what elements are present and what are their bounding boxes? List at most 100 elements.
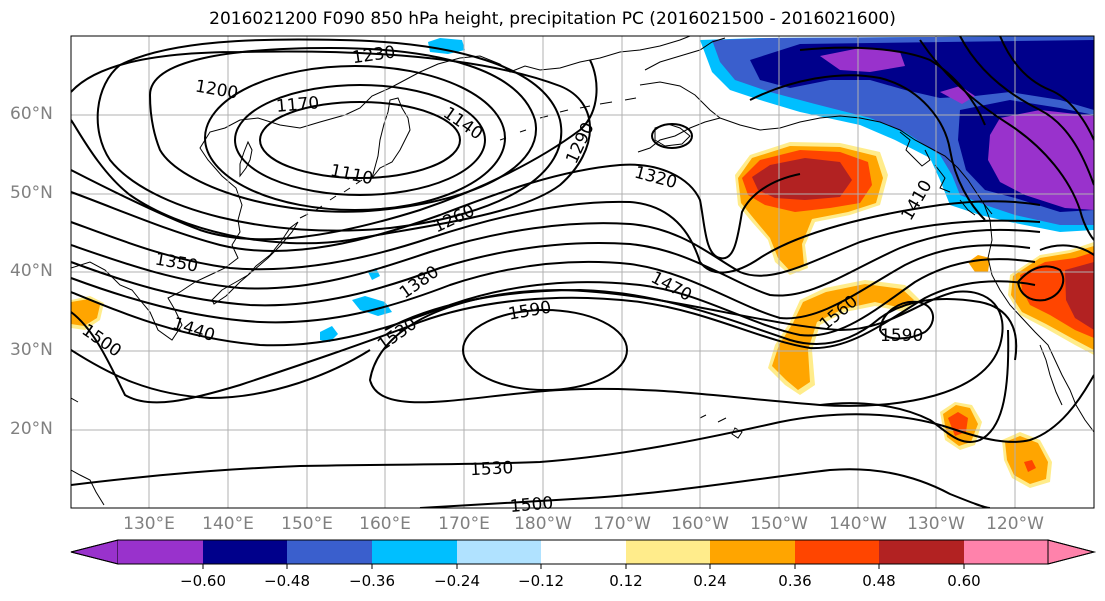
contour-1410 xyxy=(71,228,1041,307)
colorbar-outline xyxy=(70,539,1096,565)
colorbar-segment xyxy=(203,540,287,564)
colorbar-tick-label: −0.24 xyxy=(434,572,480,590)
contour-label: 1200 xyxy=(194,77,240,104)
contour-1380 xyxy=(71,219,1041,290)
contour-1530-b xyxy=(384,288,1018,361)
contour-label: 1320 xyxy=(632,163,679,194)
lat-label-50n: 50°N xyxy=(10,183,53,203)
precip-area-cyan-2 xyxy=(428,38,465,54)
precip-area-orange-2 xyxy=(772,284,914,390)
contour-label: 1410 xyxy=(898,177,937,224)
colorbar-tick-label: 0.36 xyxy=(778,572,812,590)
contour-1350 xyxy=(71,200,1041,274)
lon-label: 180°W xyxy=(514,514,572,534)
contour-1320 xyxy=(71,163,801,260)
contour-label: 1170 xyxy=(275,93,320,117)
plot-frame xyxy=(70,35,1095,509)
colorbar-tick-label: 0.24 xyxy=(693,572,727,590)
lon-label: 130°E xyxy=(123,514,175,534)
coastline-alaska xyxy=(637,37,993,215)
colorbar-segment-extend-low xyxy=(70,539,119,565)
lon-label: 120°W xyxy=(986,514,1044,534)
contour-1590-b xyxy=(878,300,934,340)
precip-area-purple-small xyxy=(940,86,975,104)
grid-lines xyxy=(71,36,1094,508)
lat-label-30n: 30°N xyxy=(10,340,53,360)
colorbar-tick-label: −0.12 xyxy=(518,572,564,590)
coastline-baja xyxy=(1039,344,1063,406)
contour-label: 1290 xyxy=(562,119,598,167)
contour-ne-3 xyxy=(749,74,986,221)
contour-label: 1230 xyxy=(351,42,397,68)
contour-1140 xyxy=(234,84,486,196)
colorbar-tick-label: −0.60 xyxy=(180,572,226,590)
colorbar-tick-label: 0.60 xyxy=(947,572,981,590)
contour-1590 xyxy=(462,309,628,391)
contour-uswest xyxy=(1016,265,1065,302)
colorbar-segment xyxy=(372,540,457,564)
contour-1530 xyxy=(71,349,371,400)
contour-label: 1440 xyxy=(170,314,217,346)
contour-1200 xyxy=(148,46,538,213)
lon-label: 160°E xyxy=(359,514,411,534)
contour-1170 xyxy=(204,65,506,211)
lat-label-40n: 40°N xyxy=(10,261,53,281)
contour-1470 xyxy=(71,258,1036,347)
lon-label: 130°W xyxy=(907,514,965,534)
height-contours xyxy=(71,36,1094,508)
precip-area-red-4 xyxy=(1024,460,1036,472)
precip-area-cyan-3 xyxy=(352,296,392,316)
lon-label: 160°W xyxy=(671,514,729,534)
contour-1560-b xyxy=(819,329,1010,443)
colorbar-tick-label: 0.12 xyxy=(609,572,643,590)
colorbar-segment xyxy=(541,540,626,564)
colorbar-segment xyxy=(710,540,795,564)
contour-1560 xyxy=(368,288,1004,407)
contour-label: 1590 xyxy=(880,326,923,346)
colorbar xyxy=(70,539,1096,569)
contour-ne-2 xyxy=(919,39,1094,241)
coastline-aleutians xyxy=(499,97,637,141)
colorbar-segment xyxy=(964,540,1048,564)
lon-label: 140°E xyxy=(202,514,254,534)
lon-label: 150°E xyxy=(281,514,333,534)
coastline-china xyxy=(71,397,105,506)
colorbar-segment xyxy=(795,540,879,564)
lon-label: 170°E xyxy=(438,514,490,534)
colorbar-tick-label: −0.48 xyxy=(264,572,310,590)
precip-area-purple-top xyxy=(820,48,905,72)
lat-label-20n: 20°N xyxy=(10,419,53,439)
contour-label: 1530 xyxy=(374,314,421,355)
coastline-sakhalin xyxy=(239,140,253,178)
colorbar-tick-label: 0.48 xyxy=(862,572,896,590)
contour-uswest-2 xyxy=(1039,244,1094,256)
coastline-na-west xyxy=(983,203,1094,433)
contour-label: 1500 xyxy=(78,320,125,361)
contour-label: 1500 xyxy=(509,493,554,517)
contour-1410-b xyxy=(999,36,1094,141)
contour-1290 xyxy=(71,59,598,241)
contour-ne-1 xyxy=(959,36,1094,186)
colorbar-segment-extend-high xyxy=(1047,539,1096,565)
lon-label: 150°W xyxy=(750,514,808,534)
contour-label: 1110 xyxy=(328,161,374,190)
contour-low-small xyxy=(651,123,693,149)
contour-1500-b xyxy=(419,468,991,508)
colorbar-segment xyxy=(879,540,964,564)
lon-label: 170°W xyxy=(593,514,651,534)
lat-label-60n: 60°N xyxy=(10,104,53,124)
colorbar-segment xyxy=(287,540,372,564)
map-title: 2016021200 F090 850 hPa height, precipit… xyxy=(209,9,896,29)
contour-ne-4 xyxy=(799,46,986,126)
colorbar-tick-label: −0.36 xyxy=(349,572,395,590)
contour-label: 1260 xyxy=(430,201,478,237)
coastline-kamchatka xyxy=(371,97,411,179)
colorbar-segment xyxy=(118,540,203,564)
precip-area-darkred xyxy=(752,158,852,200)
contour-1530-c xyxy=(71,374,1094,486)
lon-label: 140°W xyxy=(829,514,887,534)
contour-1230 xyxy=(96,38,563,232)
colorbar-segment xyxy=(626,540,710,564)
contour-1440 xyxy=(71,244,1031,324)
